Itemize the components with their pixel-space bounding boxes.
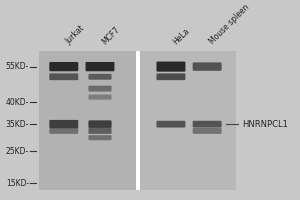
FancyBboxPatch shape (39, 51, 136, 190)
FancyBboxPatch shape (49, 73, 78, 80)
FancyBboxPatch shape (88, 95, 112, 100)
FancyBboxPatch shape (157, 73, 185, 80)
Text: HeLa: HeLa (171, 26, 191, 46)
FancyBboxPatch shape (88, 128, 112, 134)
Text: HNRNPCL1: HNRNPCL1 (242, 120, 288, 129)
Text: Jurkat: Jurkat (64, 24, 86, 46)
Text: 25KD-: 25KD- (6, 147, 29, 156)
FancyBboxPatch shape (136, 51, 140, 190)
FancyBboxPatch shape (49, 128, 78, 134)
FancyBboxPatch shape (49, 62, 78, 71)
FancyBboxPatch shape (49, 120, 78, 128)
FancyBboxPatch shape (193, 121, 222, 128)
FancyBboxPatch shape (193, 128, 222, 134)
FancyBboxPatch shape (139, 51, 236, 190)
FancyBboxPatch shape (88, 86, 112, 92)
Text: 55KD-: 55KD- (6, 62, 29, 71)
FancyBboxPatch shape (88, 135, 112, 140)
Text: 40KD-: 40KD- (6, 98, 29, 107)
Text: Mouse spleen: Mouse spleen (207, 3, 250, 46)
Text: 35KD-: 35KD- (6, 120, 29, 129)
Text: 15KD-: 15KD- (6, 179, 29, 188)
Text: MCF7: MCF7 (100, 25, 121, 46)
FancyBboxPatch shape (193, 62, 222, 71)
FancyBboxPatch shape (157, 62, 185, 72)
FancyBboxPatch shape (85, 62, 115, 71)
FancyBboxPatch shape (157, 121, 185, 128)
FancyBboxPatch shape (88, 74, 112, 80)
FancyBboxPatch shape (88, 120, 112, 128)
